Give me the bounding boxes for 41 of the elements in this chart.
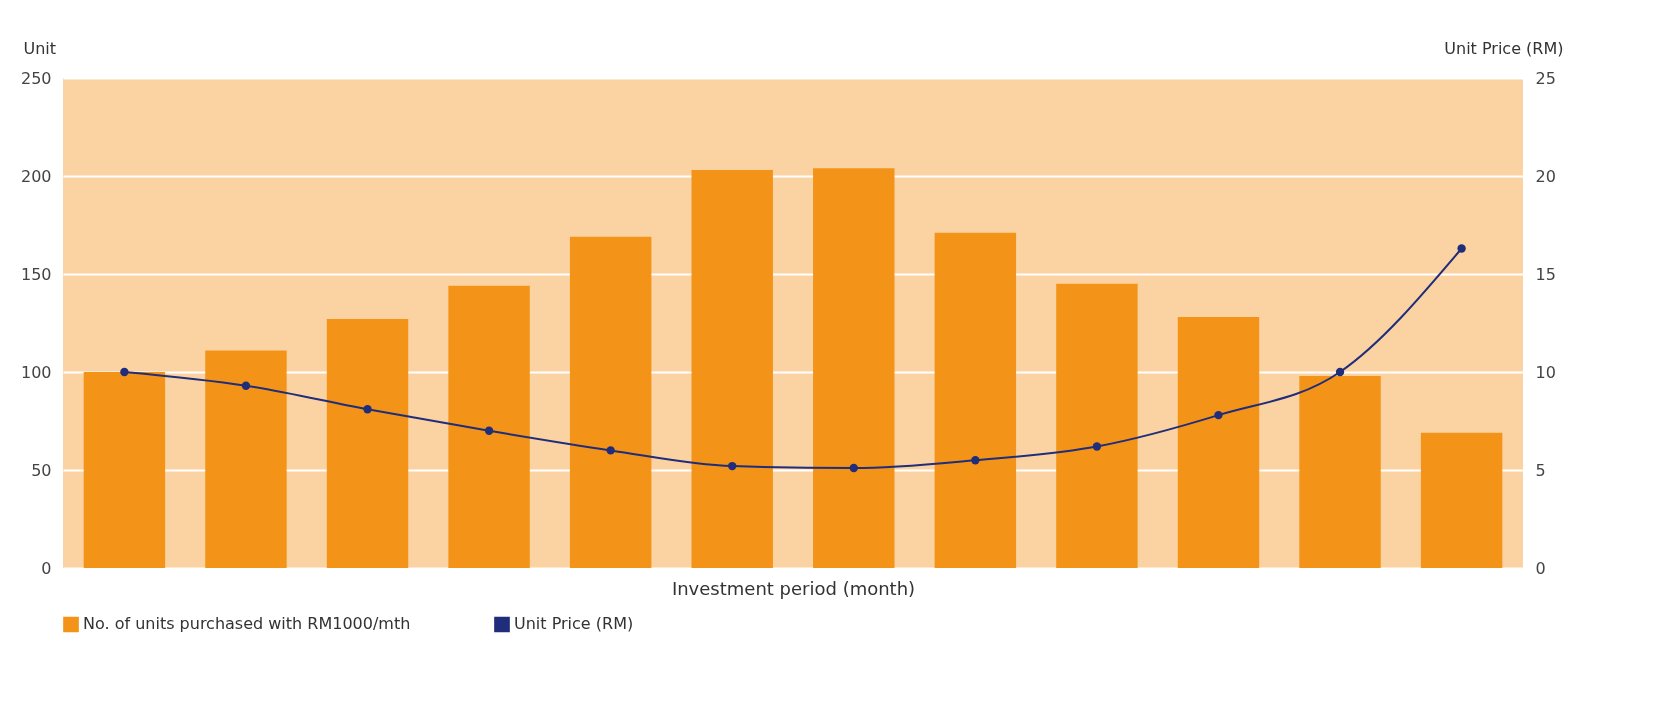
bar xyxy=(1299,375,1381,568)
bar xyxy=(1056,283,1138,568)
y-axis-title: Unit xyxy=(23,38,57,58)
bar xyxy=(813,168,895,568)
y2-tick-label: 10 xyxy=(1535,362,1556,382)
y-tick-label: 50 xyxy=(31,460,52,480)
legend-label: No. of units purchased with RM1000/mth xyxy=(83,614,411,634)
bar xyxy=(205,350,287,568)
point xyxy=(1214,410,1223,420)
bar xyxy=(569,236,652,568)
bar xyxy=(691,170,773,568)
point xyxy=(1335,367,1345,377)
x-axis-title: Investment period (month) xyxy=(671,577,916,599)
bar xyxy=(83,372,166,568)
y2-axis-title: Unit Price (RM) xyxy=(1444,38,1564,58)
bar xyxy=(1177,317,1260,568)
y-tick-label: 150 xyxy=(20,264,52,284)
point xyxy=(971,456,980,465)
y2-tick-label: 20 xyxy=(1535,166,1556,186)
bar xyxy=(326,319,409,568)
point xyxy=(363,405,372,414)
y-tick-label: 200 xyxy=(20,166,52,186)
point xyxy=(241,381,251,390)
bar xyxy=(1420,432,1503,568)
y2-tick-label: 0 xyxy=(1535,558,1546,578)
y2-tick-label: 15 xyxy=(1535,264,1556,284)
y2-tick-label: 25 xyxy=(1535,68,1556,88)
point xyxy=(1457,244,1466,253)
point xyxy=(1092,442,1102,451)
legend-label: Unit Price (RM) xyxy=(514,614,634,634)
point xyxy=(120,367,129,377)
y2-tick-label: 5 xyxy=(1535,460,1546,480)
point xyxy=(728,461,737,471)
y-tick-label: 250 xyxy=(20,68,52,88)
y-tick-label: 100 xyxy=(20,362,52,382)
y-tick-label: 0 xyxy=(41,558,52,578)
point xyxy=(484,426,494,435)
point xyxy=(606,446,615,455)
bar xyxy=(934,232,1017,568)
point xyxy=(849,463,858,473)
bar xyxy=(448,285,530,568)
